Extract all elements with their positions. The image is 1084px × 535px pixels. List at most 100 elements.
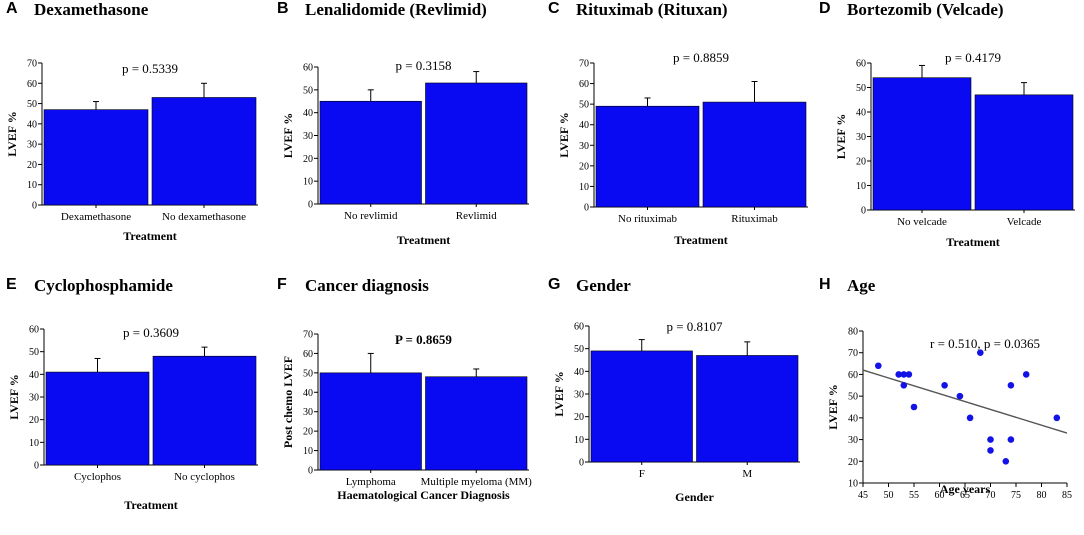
x-axis-label: Gender [675,490,714,504]
panel-letter: D [819,0,831,17]
x-category-label: Rituximab [731,213,778,225]
data-point [1022,371,1030,378]
panel-h: H Age 10 20 30 40 50 60 70 80 LVEF % 45 50 55 60 65 70… [813,276,1084,535]
y-tick-label: 30 [574,390,584,401]
y-tick-label: 40 [579,120,589,131]
y-tick-label: 60 [27,79,37,90]
bar-chart-cyclophosphamide: 0 10 20 30 40 50 60 LVEF % Cyclophos No cyclophos… [7,325,258,512]
p-value-annotation: P = 0.8659 [395,332,452,347]
panel-letter: H [819,276,831,293]
panel-title: Lenalidomide (Revlimid) [305,0,487,19]
y-tick-label: 70 [27,59,37,70]
y-tick-label: 50 [27,99,37,110]
y-tick-label: 0 [861,206,866,217]
bar-chart-cancer-diagnosis: 0 10 20 30 40 50 60 70 Post chemo LVEF Lymphoma Mu… [281,330,532,503]
panel-f: F Cancer diagnosis 0 10 20 30 40 50 60 70 Post c… [271,276,542,535]
data-point [941,381,948,389]
y-axis-label: LVEF % [557,112,571,157]
y-tick-label: 20 [848,457,858,468]
x-category-label: M [742,468,752,480]
data-point [895,371,902,378]
x-tick-label: 60 [935,490,945,501]
y-tick-label: 60 [303,349,313,360]
y-tick-label: 50 [848,392,858,403]
panel-b: B Lenalidomide (Revlimid) 0 10 20 30 40 50 60 L… [271,0,542,259]
x-category-label: Lymphoma [346,476,396,488]
data-point [977,349,984,357]
y-tick-label: 30 [303,131,313,142]
y-axis-label: LVEF % [281,113,295,158]
y-tick-label: 20 [303,154,313,165]
y-tick-label: 30 [27,140,37,151]
x-axis-label: Treatment [946,235,1000,249]
panel-g: G Gender 0 10 20 30 40 50 60 LVEF % F M Gender p = … [542,276,813,535]
bar [319,100,422,205]
y-tick-label: 80 [848,327,858,338]
x-axis-label: Treatment [124,498,178,512]
data-point [956,392,964,400]
x-tick-label: 70 [986,490,996,501]
y-tick-label: 30 [303,407,313,418]
y-tick-label: 70 [303,330,313,341]
x-category-label: No revlimid [344,210,398,222]
data-point [1007,436,1015,443]
bar-chart-bortezomib: 0 10 20 30 40 50 60 LVEF % No velcade Velcade Trea… [834,50,1075,249]
data-point [905,371,913,378]
y-tick-label: 20 [574,412,584,423]
y-axis-label: Post chemo LVEF [281,356,295,448]
bar [425,82,528,205]
x-tick-label: 75 [1011,490,1021,501]
bar [45,371,150,466]
y-tick-label: 50 [29,347,39,358]
y-tick-label: 10 [579,182,589,193]
panel-c: C Rituximab (Rituxan) 0 10 20 30 40 50 60 70 LVE… [542,0,813,259]
data-point [987,447,994,454]
y-axis-label: LVEF % [7,374,21,419]
y-tick-label: 30 [29,393,39,404]
y-tick-label: 60 [579,79,589,90]
panel-title: Rituximab (Rituxan) [576,0,728,19]
bar [151,97,257,206]
y-tick-label: 10 [29,438,39,449]
y-tick-label: 20 [579,161,589,172]
y-tick-label: 50 [574,344,584,355]
bar-chart-dexamethasone: 0 10 20 30 40 50 60 70 LVEF % Dexamethasone No dex… [5,59,258,243]
panel-letter: B [277,0,289,17]
y-tick-label: 30 [848,435,858,446]
data-point [910,403,918,411]
bar-chart-gender: 0 10 20 30 40 50 60 LVEF % F M Gender p = 0.8107 [552,319,800,504]
y-tick-label: 60 [574,322,584,333]
panel-e: E Cyclophosphamide 0 10 20 30 40 50 60 LVEF % Cy… [0,276,271,535]
bar [590,350,693,463]
y-tick-label: 50 [856,83,866,94]
panel-title: Dexamethasone [34,0,149,19]
data-point [987,436,994,443]
y-tick-label: 40 [856,108,866,119]
x-tick-label: 85 [1062,490,1072,501]
y-tick-label: 40 [303,108,313,119]
data-point [900,371,908,378]
y-tick-label: 10 [303,446,313,457]
y-tick-label: 30 [856,132,866,143]
y-tick-label: 60 [303,63,313,74]
p-value-annotation: p = 0.8859 [673,50,729,65]
x-tick-label: 45 [858,490,868,501]
x-category-label: No velcade [897,216,947,228]
bar-chart-rituximab: 0 10 20 30 40 50 60 70 LVEF % No rituximab Rituxim… [557,50,808,247]
x-category-label: No cyclophos [174,471,235,483]
y-axis-label: LVEF % [552,371,566,416]
y-tick-label: 60 [856,59,866,70]
scatter-chart-age: 10 20 30 40 50 60 70 80 LVEF % 45 50 55 60 65 70 75 80 85… [826,327,1072,502]
bar [696,355,799,463]
bar [702,101,807,208]
x-axis-label: Treatment [397,233,451,247]
x-category-label: Cyclophos [74,471,121,483]
y-tick-label: 40 [303,388,313,399]
x-category-label: No rituximab [618,213,677,225]
y-tick-label: 60 [29,325,39,336]
panel-title: Gender [576,276,631,295]
y-tick-label: 0 [308,200,313,211]
panel-title: Cyclophosphamide [34,276,173,295]
x-tick-label: 80 [1037,490,1047,501]
panel-title: Bortezomib (Velcade) [847,0,1004,19]
